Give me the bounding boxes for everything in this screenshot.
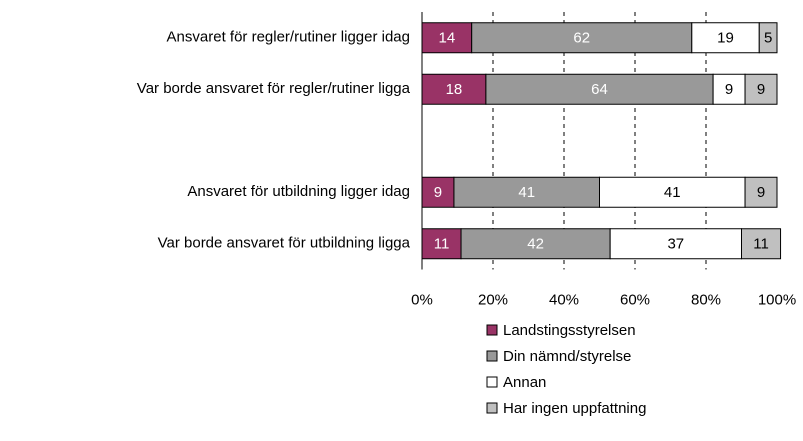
bar-segment [691, 22, 760, 54]
value-label: 64 [591, 81, 608, 98]
value-label: 11 [753, 236, 769, 253]
value-label: 9 [757, 81, 765, 98]
bar-segment [460, 228, 611, 260]
legend-swatch [486, 350, 498, 362]
bar-segment [471, 22, 693, 54]
value-label: 19 [717, 30, 734, 47]
x-tick-label: 100% [758, 291, 796, 308]
value-label: 42 [527, 236, 544, 253]
value-label: 62 [573, 30, 590, 47]
y-tick-label: Var borde ansvaret för utbildning ligga [158, 235, 411, 252]
bar-segment [744, 176, 778, 208]
bar-segment [741, 228, 782, 260]
bar-segment [485, 73, 714, 105]
legend-swatch [486, 324, 498, 336]
bar-segment [599, 176, 746, 208]
value-label: 9 [757, 184, 765, 201]
x-tick-label: 60% [620, 291, 650, 308]
legend-label: Har ingen uppfattning [503, 400, 646, 417]
x-tick-label: 80% [691, 291, 721, 308]
value-label: 11 [434, 236, 450, 253]
value-label: 5 [764, 30, 772, 47]
bar-segment [421, 176, 455, 208]
value-label: 14 [439, 30, 456, 47]
bar-segment [609, 228, 743, 260]
bar-segment [421, 228, 462, 260]
bar-segment [758, 22, 778, 54]
value-label: 41 [518, 184, 535, 201]
x-tick-label: 0% [411, 291, 433, 308]
bar-segment [421, 22, 473, 54]
y-tick-label: Var borde ansvaret för regler/rutiner li… [137, 80, 411, 97]
bar-segment [712, 73, 746, 105]
value-label: 37 [667, 236, 684, 253]
value-label: 18 [446, 81, 463, 98]
value-label: 9 [434, 184, 442, 201]
x-tick-label: 40% [549, 291, 579, 308]
value-label: 9 [725, 81, 733, 98]
legend-label: Din nämnd/styrelse [503, 348, 631, 365]
legend-label: Landstingsstyrelsen [503, 322, 636, 339]
y-tick-label: Ansvaret för utbildning ligger idag [187, 183, 410, 200]
legend-swatch [486, 402, 498, 414]
legend-swatch [486, 376, 498, 388]
y-tick-label: Ansvaret för regler/rutiner ligger idag [167, 29, 410, 46]
bar-segment [744, 73, 778, 105]
x-tick-label: 20% [478, 291, 508, 308]
legend-label: Annan [503, 374, 546, 391]
value-label: 41 [664, 184, 681, 201]
